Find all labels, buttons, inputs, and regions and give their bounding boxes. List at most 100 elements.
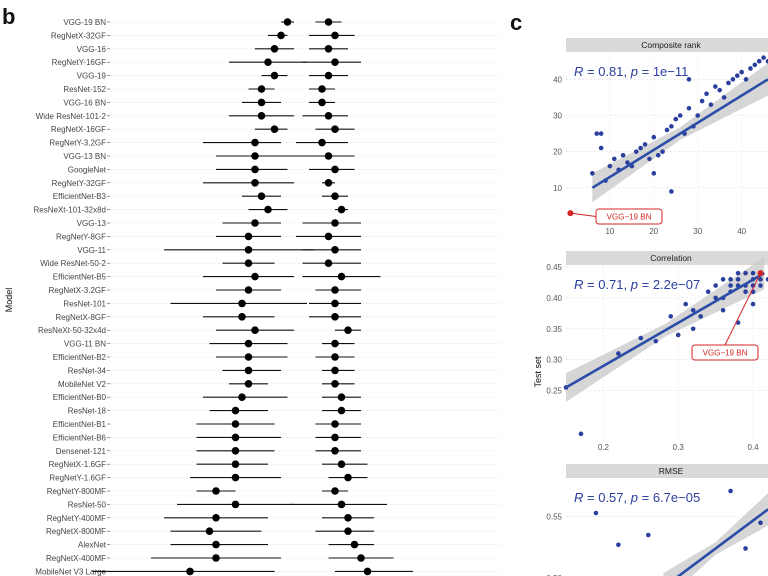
data-point — [669, 124, 674, 129]
estimate-point — [331, 380, 339, 388]
highlight-point — [567, 210, 574, 217]
data-point — [647, 156, 652, 162]
y-tick-label: 0.45 — [546, 263, 562, 272]
model-label: VGG-11 — [77, 246, 106, 255]
estimate-point — [318, 85, 326, 93]
stat-symbol: R — [574, 64, 583, 79]
estimate-point — [251, 165, 259, 174]
estimate-point — [363, 567, 372, 576]
estimate-point — [283, 18, 292, 26]
model-label: RegNetX-400MF — [46, 554, 106, 563]
facet-title: RMSE — [659, 466, 684, 476]
data-point — [761, 55, 766, 60]
estimate-point — [324, 259, 333, 268]
correlation-stat: R = 0.71, p = 2.2e−07 — [574, 277, 700, 292]
estimate-point — [205, 527, 214, 535]
data-point — [645, 532, 651, 538]
model-label: RegNetX-16GF — [51, 125, 106, 134]
estimate-point — [264, 58, 272, 66]
estimate-point — [238, 393, 246, 402]
model-label: VGG-16 BN — [63, 98, 106, 107]
stat-symbol: = — [583, 277, 598, 292]
data-point — [651, 134, 657, 140]
estimate-point — [331, 353, 339, 361]
stat-symbol: = — [583, 490, 598, 505]
data-point — [743, 270, 748, 276]
model-label: EfficientNet-B1 — [53, 420, 107, 429]
stat-value: 6.7e−05 — [653, 490, 700, 505]
data-point — [612, 156, 617, 162]
model-label: VGG-11 BN — [64, 340, 106, 349]
estimate-point — [244, 366, 253, 375]
model-label: AlexNet — [78, 541, 107, 550]
estimate-point — [251, 219, 259, 227]
estimate-point — [344, 473, 352, 482]
estimate-point — [324, 152, 333, 160]
stat-symbol: , — [624, 277, 631, 292]
data-point — [660, 149, 665, 154]
data-point — [739, 69, 744, 75]
callout-box — [595, 208, 663, 225]
estimate-point — [257, 85, 266, 93]
stat-symbol: = — [638, 64, 653, 79]
estimate-point — [212, 514, 220, 522]
y-tick-label: 20 — [553, 148, 562, 157]
model-label: MobileNet V3 Large — [35, 567, 106, 576]
y-tick-label: 30 — [553, 111, 562, 120]
model-label: ResNet-34 — [68, 366, 107, 375]
estimate-point — [270, 45, 279, 53]
estimate-point — [231, 420, 240, 428]
data-point — [677, 113, 683, 118]
data-point — [720, 307, 726, 313]
estimate-point — [238, 313, 246, 321]
data-point — [743, 77, 749, 82]
correlation-stat: R = 0.81, p = 1e−11 — [574, 64, 688, 79]
data-point — [675, 332, 681, 338]
data-point — [713, 84, 718, 89]
data-point — [756, 58, 762, 64]
data-point — [653, 338, 659, 344]
estimate-point — [244, 380, 253, 388]
estimate-point — [186, 567, 194, 576]
data-point — [713, 283, 718, 288]
estimate-point — [337, 205, 346, 214]
regression-line — [565, 272, 765, 389]
data-point — [713, 295, 718, 301]
data-point — [750, 301, 756, 307]
y-tick-label: 0.50 — [546, 574, 562, 576]
estimate-point — [331, 192, 339, 200]
data-point — [625, 160, 630, 165]
callout-box — [691, 344, 759, 361]
model-label: EfficientNet-B3 — [53, 192, 107, 201]
data-point — [735, 270, 741, 276]
y-tick-label: 0.40 — [546, 294, 562, 303]
y-tick-label: 0.25 — [546, 387, 562, 396]
data-point — [616, 351, 621, 356]
data-point — [669, 189, 674, 194]
data-point — [664, 127, 670, 133]
estimate-point — [331, 339, 339, 348]
x-tick-label: 20 — [649, 227, 658, 236]
x-tick-label: 0.3 — [673, 443, 685, 452]
estimate-point — [318, 138, 326, 147]
data-point — [698, 314, 703, 319]
confidence-band — [663, 493, 768, 576]
estimate-point — [337, 272, 346, 281]
model-label: RegNetY-16GF — [52, 58, 107, 67]
data-point — [590, 171, 595, 176]
estimate-point — [337, 406, 346, 415]
estimate-point — [270, 125, 279, 133]
estimate-point — [324, 112, 333, 120]
data-point — [642, 142, 648, 147]
stat-value: 0.81 — [598, 64, 623, 79]
model-label: RegNetX-8GF — [55, 313, 106, 322]
model-label: ResNet-50 — [68, 500, 107, 509]
data-point — [668, 314, 674, 319]
data-point — [735, 277, 741, 282]
estimate-point — [344, 514, 352, 522]
model-label: ResNet-101 — [63, 299, 106, 308]
data-point — [598, 145, 604, 151]
estimate-point — [331, 58, 339, 66]
estimate-point — [337, 460, 346, 469]
regression-line — [676, 508, 768, 576]
